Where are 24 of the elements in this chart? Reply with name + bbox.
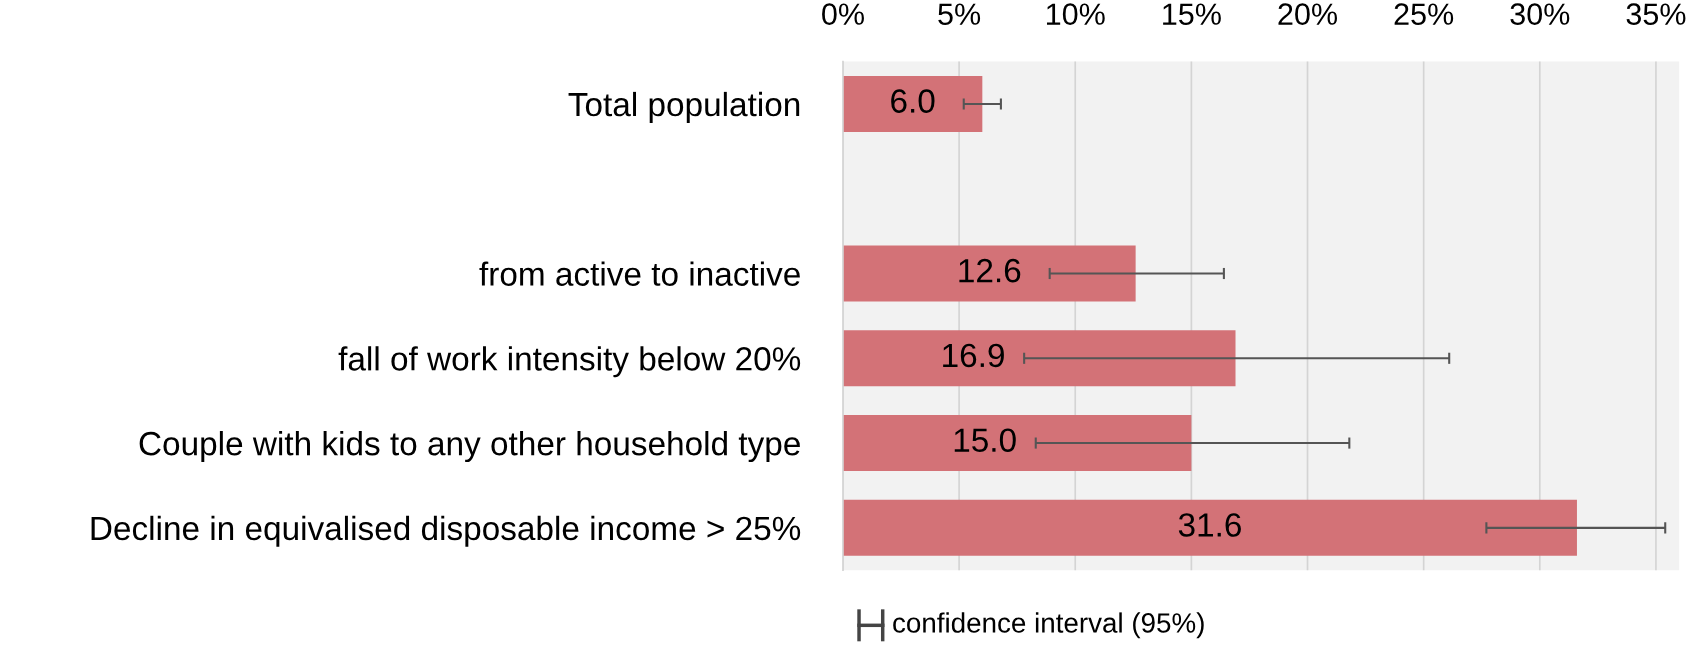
x-tick-label: 30% (1510, 3, 1570, 25)
bar (842, 330, 1236, 387)
y-tick-label: fall of work intensity below 20% (338, 346, 801, 378)
text: 15.0 (954, 428, 1016, 453)
bar (842, 415, 1192, 472)
y-tick-label: Decline in equivalised disposable income > 25% (91, 515, 801, 547)
bar (842, 245, 1136, 302)
x-tick-label: 25% (1394, 3, 1454, 25)
x-tick-label: 20% (1278, 3, 1338, 25)
text: 16.9 (943, 343, 1004, 368)
x-tick-label: 10% (1046, 3, 1105, 25)
text: 6.0 (891, 89, 935, 113)
text: 31.6 (1178, 513, 1241, 537)
x-tick-label: 15% (1163, 3, 1221, 25)
bar (842, 75, 983, 132)
text: 12.6 (959, 258, 1021, 283)
x-tick-label: 35% (1626, 3, 1686, 25)
x-tick-label: 0% (822, 3, 864, 25)
x-tick-label: 5% (938, 3, 981, 25)
y-tick-label: from active to inactive (479, 261, 800, 286)
text: confidence interval (95%) (893, 612, 1204, 639)
bar (842, 499, 1577, 556)
y-tick-label: Couple with kids to any other household type (139, 430, 800, 463)
y-tick-label: Total population (568, 91, 800, 123)
